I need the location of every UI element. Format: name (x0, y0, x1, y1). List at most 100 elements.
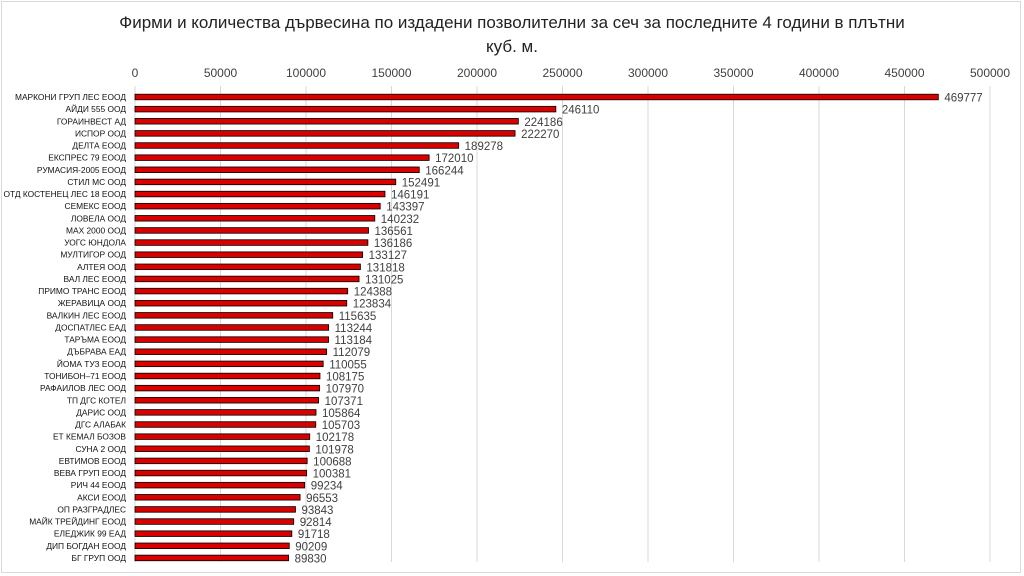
data-label: 166244 (425, 165, 464, 177)
data-label: 107970 (326, 384, 364, 396)
bar (134, 202, 381, 210)
data-label: 246110 (562, 105, 600, 117)
category-label: ТОНИБОН–71 ЕООД (44, 371, 126, 381)
bar (134, 154, 430, 161)
category-label: ЙОМА ТУЗ ЕООД (57, 358, 126, 369)
data-label: 189278 (465, 141, 503, 153)
bar (134, 469, 308, 477)
data-label: 110055 (329, 359, 367, 371)
category-label: МАЙК ТРЕЙДИНГ ЕООД (29, 516, 126, 527)
category-label: ИСПОР ООД (75, 128, 126, 138)
category-label: ДАРИС ООД (76, 407, 126, 417)
category-label: ЕВТИМОВ ЕООД (59, 456, 127, 466)
bar (134, 372, 321, 380)
bar (134, 324, 330, 331)
category-label: РУМАСИЯ-2005 ЕООД (37, 165, 126, 175)
category-label: ЕКСПРЕС 79 ЕООД (48, 153, 126, 163)
data-label: 136561 (375, 226, 413, 238)
data-label: 90209 (295, 541, 327, 553)
data-label: 89830 (295, 553, 327, 565)
data-label: 108175 (326, 371, 364, 383)
category-label: ДИП БОГДАН ЕООД (46, 541, 126, 551)
bar (134, 178, 397, 186)
x-tick-label: 200000 (457, 66, 497, 80)
bar (134, 554, 290, 562)
data-label: 124388 (354, 287, 392, 299)
data-label: 143397 (386, 202, 424, 214)
data-label: 115635 (339, 311, 377, 323)
data-label: 96553 (306, 493, 338, 505)
x-tick-label: 150000 (371, 66, 411, 80)
data-label: 101978 (315, 444, 353, 456)
data-label: 107371 (325, 396, 363, 408)
category-label: ОТД КОСТЕНЕЦ ЛЕС 18 ЕООД (4, 189, 127, 199)
x-tick-label: 100000 (286, 66, 326, 80)
bar (134, 118, 519, 125)
x-tick-label: 300000 (628, 66, 668, 80)
category-label: ЕЛЕДЖИК 99 ЕАД (54, 529, 126, 539)
data-label: 172010 (435, 153, 473, 165)
data-label: 224186 (524, 117, 562, 129)
category-label: ДГС АЛАБАК (75, 420, 126, 430)
category-label: МАРКОНИ ГРУП ЛЕС ЕООД (15, 92, 126, 102)
bar (134, 251, 364, 258)
bars (134, 93, 939, 562)
category-label: РИЧ 44 ЕООД (71, 480, 127, 490)
bar (134, 287, 349, 295)
data-label: 105703 (322, 420, 360, 432)
data-label: 93843 (301, 505, 333, 517)
x-tick-label: 400000 (799, 66, 839, 80)
chart-title: Фирми и количества дървесина по издадени… (119, 13, 905, 32)
data-label: 113244 (335, 323, 373, 335)
category-label: ГОРАИНВЕСТ АД (57, 116, 127, 126)
x-tick-label: 500000 (970, 66, 1010, 80)
data-label: 140232 (381, 214, 419, 226)
category-label: ЖЕРАВИЦА ООД (58, 298, 126, 308)
category-label: ТАРЪМА ЕООД (64, 335, 126, 345)
category-label: БГ ГРУП ООД (72, 553, 127, 563)
bar (134, 275, 360, 283)
data-label: 105864 (322, 408, 361, 420)
data-label: 133127 (369, 250, 407, 262)
bar (134, 130, 516, 137)
x-tick-label: 250000 (542, 66, 582, 80)
category-label: ВАЛ ЛЕС ЕООД (64, 274, 127, 284)
data-label: 123834 (353, 299, 392, 311)
bar (134, 481, 306, 489)
bar (134, 530, 293, 537)
category-label: СЕМЕКС ЕООД (65, 201, 127, 211)
category-label: ЕТ КЕМАЛ БОЗОВ (53, 432, 126, 442)
data-label: 131025 (365, 274, 403, 286)
bar (134, 348, 328, 355)
x-tick-label: 0 (132, 66, 139, 80)
bar (134, 445, 310, 452)
data-label: 469777 (944, 93, 982, 105)
category-label: ВАЛКИН ЛЕС ЕООД (47, 310, 127, 320)
bar (134, 384, 321, 392)
category-label: ДОСПАТЛЕС ЕАД (55, 322, 126, 332)
category-label: АЙДИ 555 ООД (66, 103, 127, 114)
bar (134, 409, 317, 416)
bar (134, 142, 460, 149)
bar (134, 518, 295, 525)
data-label: 99234 (311, 481, 344, 493)
bar (134, 239, 369, 246)
data-label: 91718 (298, 529, 330, 541)
data-label: 112079 (333, 347, 371, 359)
category-label: СТИЛ МС ООД (67, 177, 126, 187)
category-label: ДЕЛТА ЕООД (72, 141, 126, 151)
data-label: 146191 (391, 190, 429, 202)
bar (134, 105, 557, 113)
category-label: МУЛТИГОР ООД (60, 250, 126, 260)
bar (134, 312, 334, 319)
bar (134, 397, 320, 404)
x-tick-label: 50000 (204, 66, 238, 80)
data-label: 100381 (313, 469, 351, 481)
bar (134, 360, 324, 368)
category-label: МАХ 2000 ООД (66, 225, 126, 235)
bar (134, 263, 361, 271)
bar (134, 494, 301, 501)
category-label: АКСИ ЕООД (77, 492, 126, 502)
